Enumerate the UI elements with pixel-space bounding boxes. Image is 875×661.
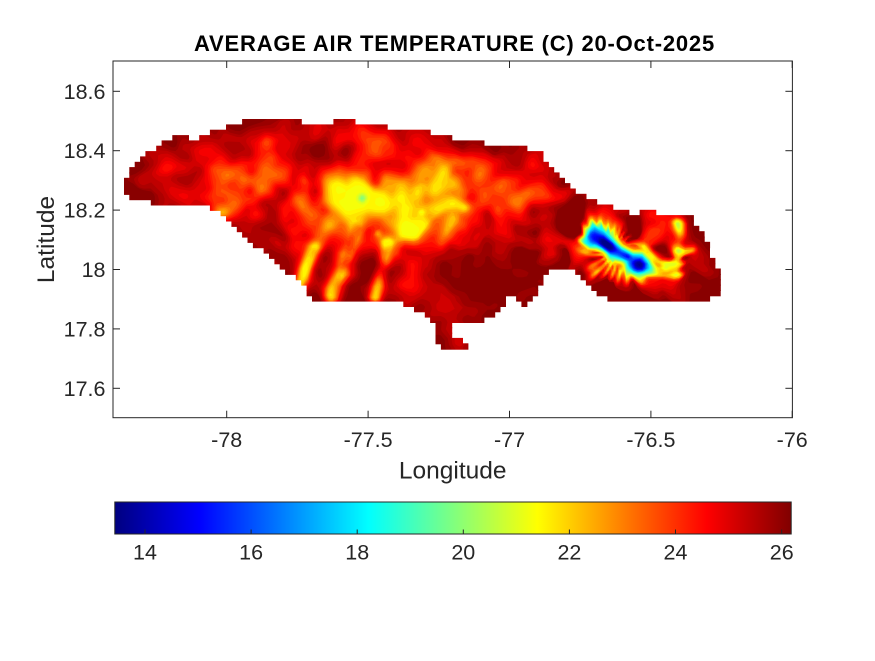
svg-text:-78: -78 (211, 428, 242, 452)
svg-text:18.6: 18.6 (64, 80, 106, 104)
svg-text:18.4: 18.4 (64, 139, 106, 163)
svg-text:-76: -76 (777, 428, 808, 452)
svg-text:14: 14 (133, 541, 157, 565)
svg-text:-77.5: -77.5 (344, 428, 393, 452)
svg-text:-77: -77 (494, 428, 525, 452)
svg-text:16: 16 (239, 541, 263, 565)
svg-text:-76.5: -76.5 (626, 428, 675, 452)
svg-text:AVERAGE AIR TEMPERATURE (C) 20: AVERAGE AIR TEMPERATURE (C) 20-Oct-2025 (194, 31, 715, 56)
svg-text:20: 20 (451, 541, 475, 565)
svg-text:26: 26 (770, 541, 794, 565)
svg-text:18: 18 (345, 541, 369, 565)
svg-text:18: 18 (82, 258, 106, 282)
svg-text:17.6: 17.6 (64, 377, 106, 401)
svg-text:Latitude: Latitude (33, 196, 60, 283)
svg-text:Longitude: Longitude (399, 458, 507, 485)
svg-text:22: 22 (557, 541, 581, 565)
svg-text:24: 24 (664, 541, 688, 565)
svg-text:18.2: 18.2 (64, 199, 106, 223)
svg-text:17.8: 17.8 (64, 317, 106, 341)
